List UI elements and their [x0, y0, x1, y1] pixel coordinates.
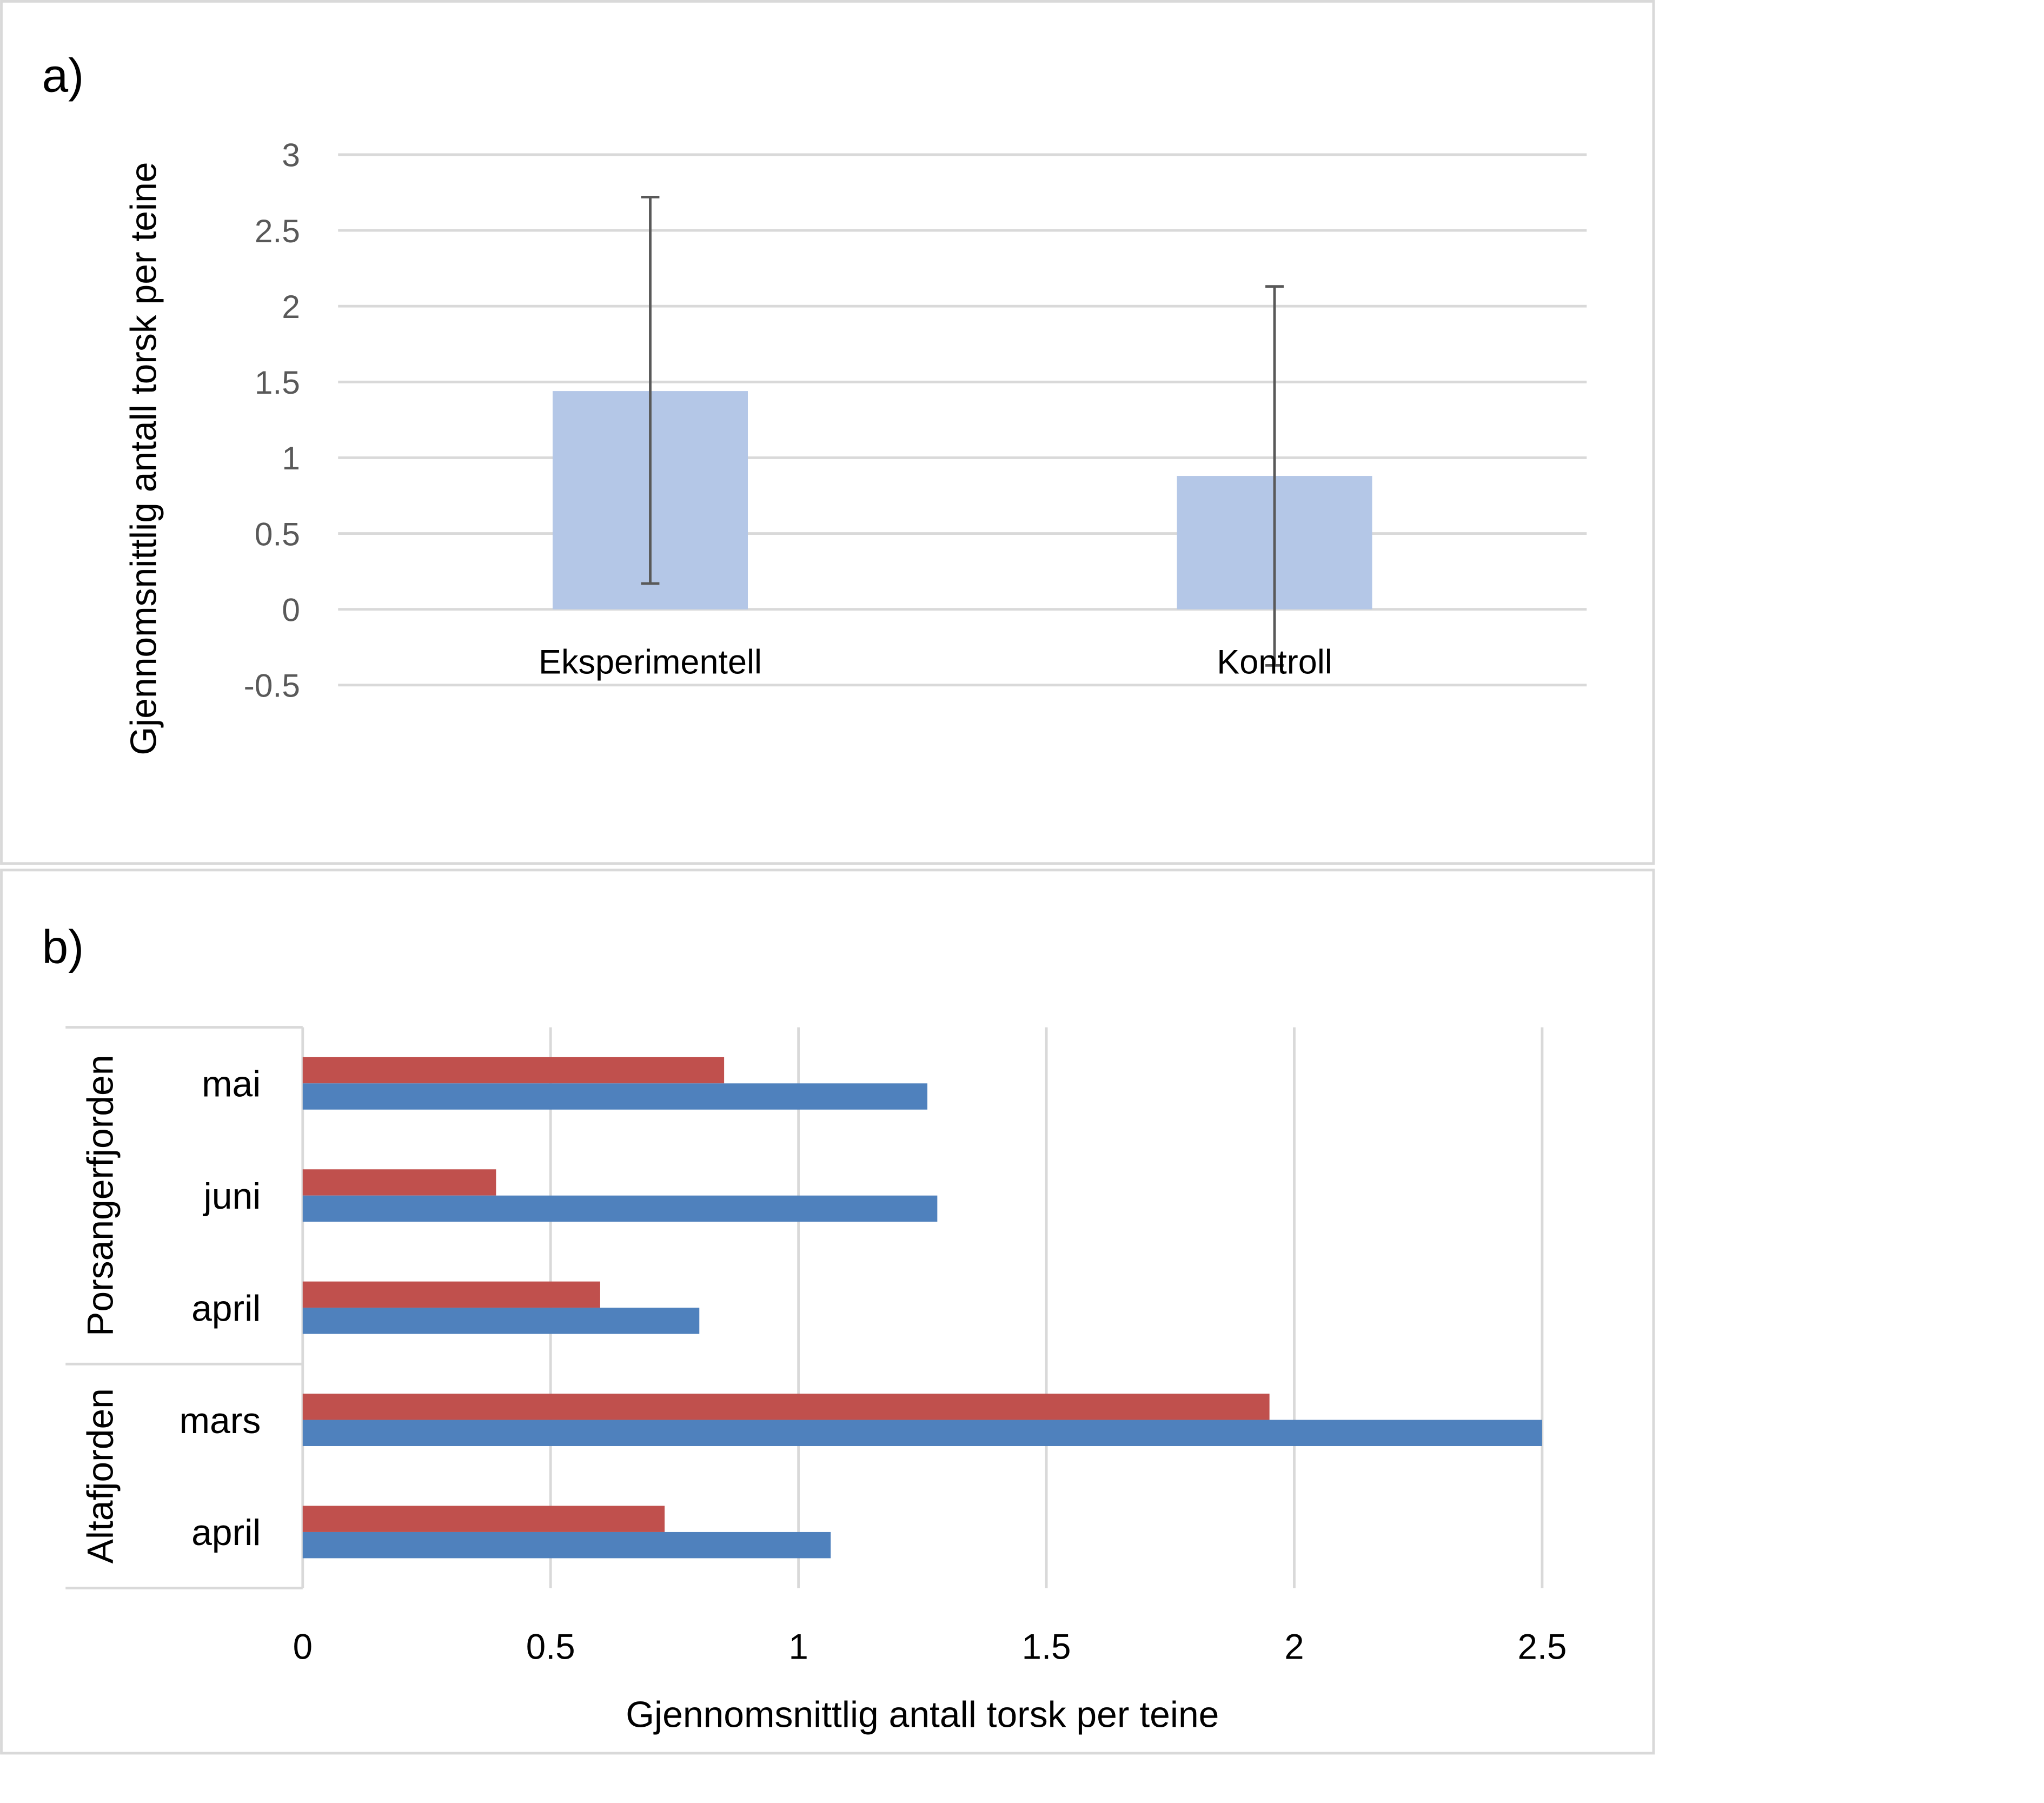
- y-tick-label: 0.5: [255, 515, 300, 552]
- panel-a-label: a): [42, 50, 84, 102]
- x-tick-label: 2: [1284, 1627, 1304, 1666]
- panel-b-frame: [0, 869, 1655, 1755]
- y-category-label: juni: [203, 1176, 261, 1217]
- bar-series-2: [302, 1195, 938, 1222]
- bar-series-1: [302, 1281, 600, 1308]
- y-tick-label: -0.5: [244, 667, 300, 704]
- y-category-label: april: [191, 1513, 261, 1553]
- panel-b-label: b): [42, 921, 84, 973]
- chart-b: 0 0.5 1 1.5 2 2.5 mai juni april Porsangerfjorden…: [65, 1026, 1567, 1735]
- bar-series-1: [302, 1394, 1270, 1420]
- bar-series-1: [302, 1506, 665, 1532]
- y-tick-label: 1: [282, 440, 300, 476]
- x-tick-label: 0.5: [526, 1627, 575, 1666]
- x-tick-label: 0: [293, 1627, 313, 1666]
- bar-series-2: [302, 1532, 831, 1559]
- x-category-label: Eksperimentell: [539, 643, 762, 681]
- bar-series-2: [302, 1308, 700, 1334]
- bar-series-2: [302, 1420, 1542, 1446]
- group-label: Altafjorden: [80, 1388, 121, 1563]
- x-tick-label: 2.5: [1517, 1627, 1567, 1666]
- y-tick-label: 2.5: [255, 213, 300, 249]
- y-tick-label: 1.5: [255, 364, 300, 401]
- bar-series-1: [302, 1169, 496, 1196]
- bar-series-1: [302, 1057, 725, 1084]
- y-tick-label: 2: [282, 288, 300, 325]
- x-tick-label: 1: [788, 1627, 808, 1666]
- y-category-label: mai: [202, 1064, 261, 1105]
- x-tick-label: 1.5: [1022, 1627, 1071, 1666]
- y-tick-label: 0: [282, 591, 300, 628]
- x-axis-title: Gjennomsnittlig antall torsk per teine: [626, 1694, 1219, 1735]
- y-axis-title: Gjennomsnittlig antall torsk per teine: [123, 162, 164, 755]
- y-category-label: mars: [180, 1401, 261, 1441]
- panel-a-frame: [0, 0, 1655, 865]
- chart-a: -0.5 0 0.5 1 1.5 2 2.5 3 Eksperimentell Kontroll G…: [123, 137, 1587, 755]
- y-category-label: april: [191, 1288, 261, 1329]
- y-tick-label: 3: [282, 137, 300, 174]
- x-category-label: Kontroll: [1217, 643, 1332, 681]
- group-label: Porsangerfjorden: [80, 1055, 121, 1336]
- bar-series-2: [302, 1083, 928, 1110]
